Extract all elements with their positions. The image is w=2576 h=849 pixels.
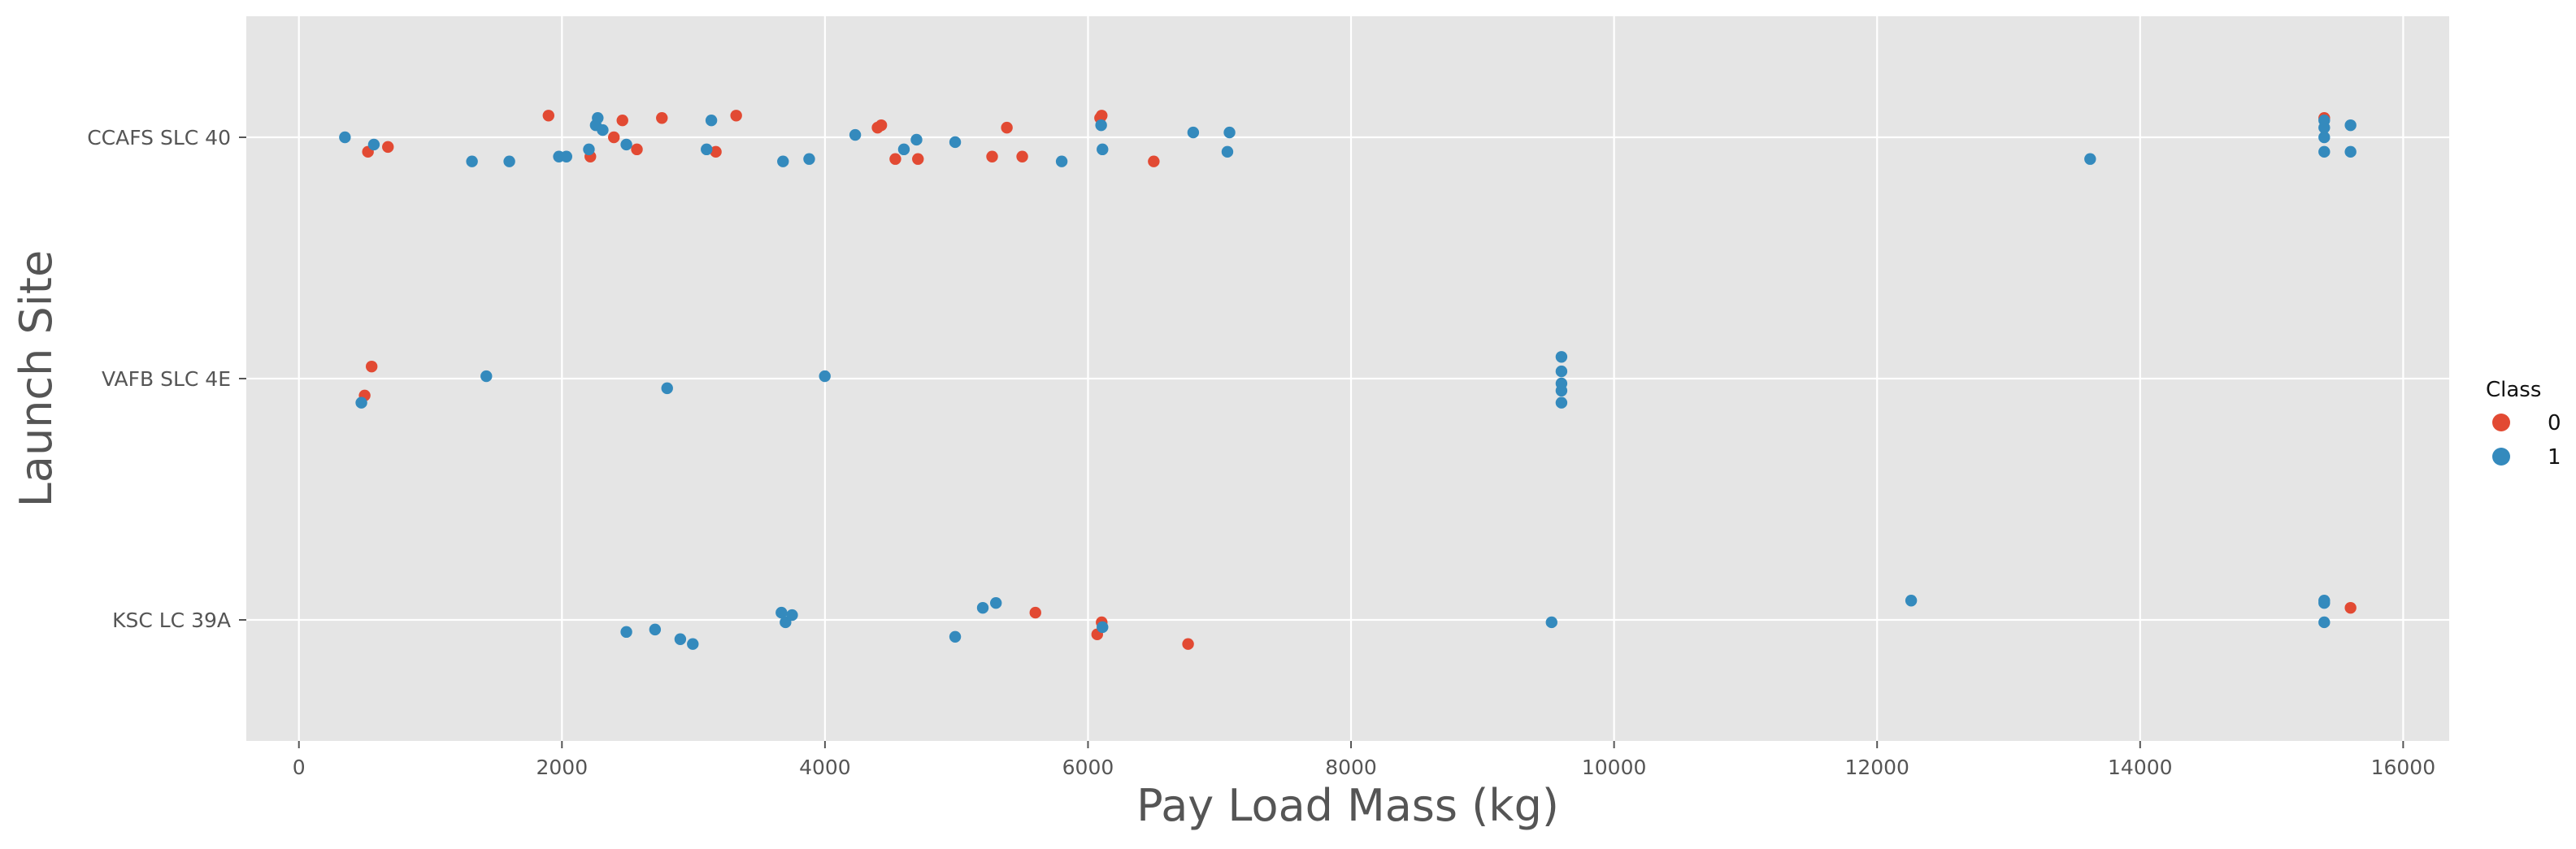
data-point-class-1	[1555, 396, 1568, 409]
grid-lines	[246, 16, 2449, 741]
data-point-class-1	[1187, 126, 1200, 139]
data-point-class-1	[910, 133, 923, 146]
data-point-class-1	[620, 138, 632, 151]
data-point-class-1	[503, 155, 515, 167]
data-point-class-0	[730, 110, 742, 122]
data-point-class-1	[620, 626, 632, 639]
y-tick-label: CCAFS SLC 40	[87, 126, 231, 149]
data-point-class-0	[1029, 606, 1041, 619]
legend-label-class-1: 1	[2548, 445, 2561, 470]
data-point-class-0	[710, 145, 722, 158]
x-axis-title: Pay Load Mass (kg)	[1136, 780, 1559, 831]
x-tick-label: 4000	[799, 756, 851, 779]
data-point-class-1	[560, 150, 572, 162]
data-point-class-1	[674, 633, 687, 645]
legend-marker-class-0	[2492, 414, 2510, 431]
data-points	[339, 110, 2357, 650]
data-point-class-1	[976, 601, 989, 614]
data-point-class-1	[1097, 143, 1109, 156]
data-point-class-1	[2344, 119, 2357, 132]
x-tick-label: 16000	[2371, 756, 2436, 779]
data-point-class-0	[656, 112, 668, 124]
x-tick-label: 10000	[1582, 756, 1647, 779]
data-point-class-0	[986, 150, 998, 162]
y-axis-ticks: CCAFS SLC 40 VAFB SLC 4E KSC LC 39A	[87, 126, 246, 632]
x-tick-label: 14000	[2108, 756, 2173, 779]
legend-label-class-0: 0	[2548, 411, 2561, 435]
data-point-class-1	[597, 123, 609, 136]
data-point-class-1	[1545, 616, 1557, 629]
data-point-class-1	[786, 609, 798, 622]
data-point-class-1	[849, 128, 862, 141]
x-tick-label: 0	[293, 756, 306, 779]
data-point-class-0	[912, 153, 924, 165]
data-point-class-1	[649, 623, 662, 636]
data-point-class-1	[583, 143, 595, 156]
data-point-class-0	[875, 119, 888, 132]
y-tick-label: KSC LC 39A	[112, 609, 231, 632]
data-point-class-1	[819, 370, 831, 383]
data-point-class-1	[367, 138, 380, 151]
data-point-class-0	[2344, 601, 2357, 614]
legend: Class 0 1	[2486, 378, 2561, 470]
data-point-class-1	[466, 155, 478, 167]
data-point-class-1	[897, 143, 910, 156]
data-point-class-1	[949, 136, 962, 149]
x-tick-label: 12000	[1844, 756, 1909, 779]
data-point-class-1	[990, 597, 1002, 609]
data-point-class-0	[1148, 155, 1160, 167]
data-point-class-1	[661, 382, 673, 395]
data-point-class-1	[2318, 616, 2331, 629]
data-point-class-1	[1055, 155, 1068, 167]
data-point-class-1	[777, 155, 789, 167]
data-point-class-1	[775, 606, 788, 619]
data-point-class-1	[687, 638, 699, 650]
data-point-class-1	[949, 630, 962, 643]
data-point-class-0	[1001, 121, 1013, 134]
data-point-class-1	[1095, 119, 1107, 132]
data-point-class-1	[701, 143, 713, 156]
data-point-class-1	[2318, 595, 2331, 607]
data-point-class-1	[1221, 145, 1234, 158]
data-point-class-1	[803, 153, 815, 165]
data-point-class-0	[889, 153, 901, 165]
data-point-class-0	[608, 131, 620, 144]
data-point-class-1	[355, 396, 367, 409]
x-tick-label: 8000	[1325, 756, 1377, 779]
legend-marker-class-1	[2492, 448, 2510, 466]
data-point-class-1	[1555, 351, 1568, 363]
data-point-class-1	[1097, 621, 1109, 634]
data-point-class-1	[1905, 595, 1918, 607]
data-point-class-1	[2344, 145, 2357, 158]
data-point-class-1	[2318, 131, 2331, 144]
data-point-class-0	[365, 360, 378, 373]
data-point-class-1	[705, 115, 718, 127]
data-point-class-1	[339, 131, 351, 144]
x-axis-ticks: 0 2000 4000 6000 8000 10000 12000 14000 16000	[293, 741, 2435, 779]
data-point-class-0	[1016, 150, 1028, 162]
data-point-class-1	[2318, 115, 2331, 127]
data-point-class-0	[1182, 638, 1194, 650]
data-point-class-1	[592, 112, 604, 124]
y-axis-title: Launch Site	[11, 250, 62, 507]
x-tick-label: 2000	[536, 756, 588, 779]
data-point-class-1	[2084, 153, 2096, 165]
data-point-class-1	[1555, 365, 1568, 378]
y-tick-label: VAFB SLC 4E	[102, 367, 231, 391]
x-tick-label: 6000	[1062, 756, 1114, 779]
data-point-class-0	[631, 143, 643, 156]
data-point-class-0	[382, 141, 394, 154]
data-point-class-1	[1223, 126, 1236, 139]
data-point-class-0	[542, 110, 554, 122]
data-point-class-1	[2318, 145, 2331, 158]
data-point-class-1	[480, 370, 493, 383]
data-point-class-0	[616, 115, 628, 127]
data-point-class-1	[1555, 377, 1568, 390]
legend-title: Class	[2486, 378, 2541, 402]
